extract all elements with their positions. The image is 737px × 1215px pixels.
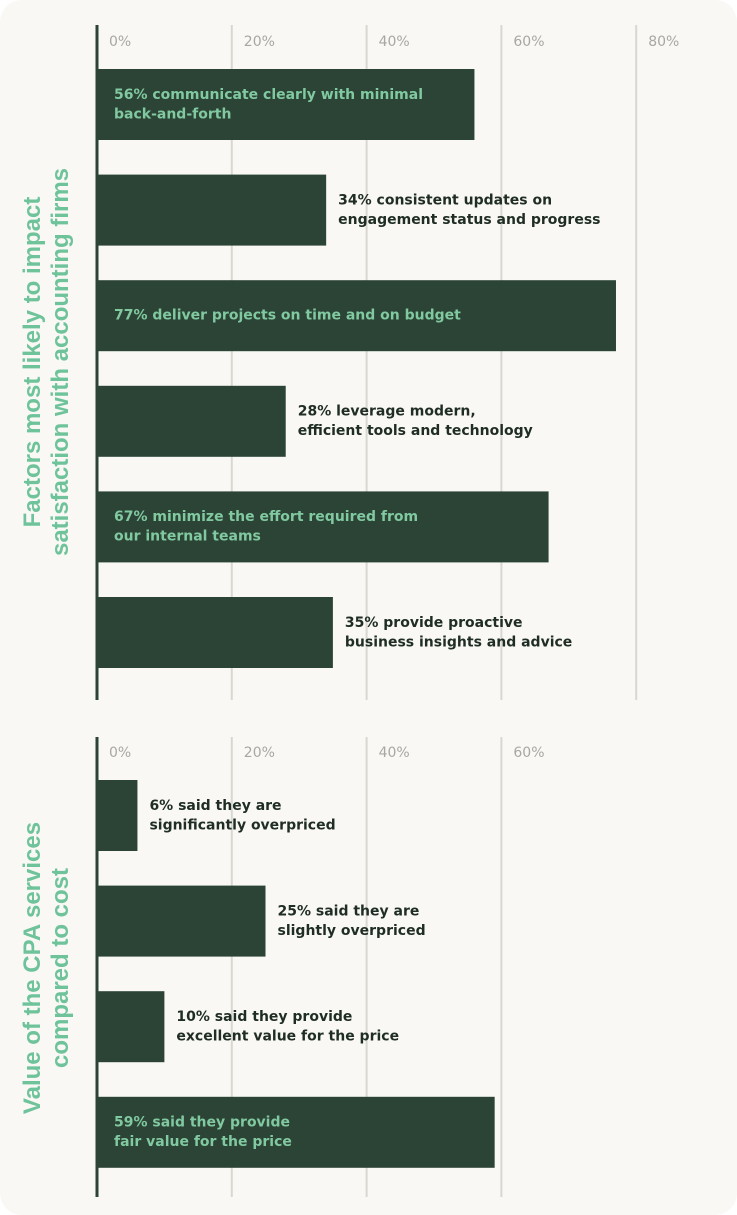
chart-1-bar: [97, 69, 475, 140]
chart-1-bar-label: 28% leverage modern,: [298, 404, 476, 420]
chart-1-bar-label: 77% deliver projects on time and on budg…: [114, 308, 461, 324]
chart-2-bar: [97, 885, 266, 957]
chart-1-bar-label: 34% consistent updates on: [338, 192, 552, 208]
chart-1-bar-label: business insights and advice: [345, 634, 572, 650]
chart-1-bar: [97, 280, 616, 352]
chart-1-bar-label: 67% minimize the effort required from: [114, 509, 418, 525]
chart-2-tick-label: 60%: [513, 745, 544, 761]
chart-1-tick-label: 80%: [648, 34, 679, 50]
chart-2-bar-label: slightly overpriced: [278, 923, 426, 939]
chart-2-bar-label: 25% said they are: [278, 903, 420, 919]
chart-1-bar: [97, 597, 333, 668]
chart-1-bar-label: 35% provide proactive: [345, 615, 523, 631]
chart-2-bar-label: significantly overpriced: [149, 817, 335, 833]
chart-1-tick-label: 40%: [379, 34, 410, 50]
chart-2-bar-label: 59% said they provide: [114, 1115, 290, 1131]
chart-2-bar-label: excellent value for the price: [176, 1028, 399, 1044]
chart-2-bar-label: fair value for the price: [114, 1134, 292, 1150]
chart-1-bar: [97, 174, 327, 246]
chart-1-tick-label: 60%: [513, 34, 544, 50]
chart-1-bar-label: our internal teams: [114, 529, 261, 545]
chart-2-bar-label: 6% said they are: [149, 798, 281, 814]
chart-1-tick-label: 20%: [244, 34, 275, 50]
chart-2-tick-label: 0%: [109, 745, 131, 761]
chart-2-bar-label: 10% said they provide: [176, 1009, 352, 1025]
chart-1-tick-label: 0%: [109, 34, 131, 50]
chart-1-bar-label: 56% communicate clearly with minimal: [114, 87, 423, 103]
chart-1-bar: [97, 491, 549, 563]
chart-1-bar: [97, 385, 286, 457]
chart-2-tick-label: 40%: [379, 745, 410, 761]
chart-2-tick-label: 20%: [244, 745, 275, 761]
chart-1-bar-label: efficient tools and technology: [298, 423, 533, 439]
chart-2-bar: [97, 1096, 495, 1168]
chart-1-bar-label: back-and-forth: [114, 106, 231, 122]
chart-2-bar: [97, 991, 165, 1063]
chart-1-bar-label: engagement status and progress: [338, 212, 600, 228]
chart-2-bar: [97, 780, 138, 851]
